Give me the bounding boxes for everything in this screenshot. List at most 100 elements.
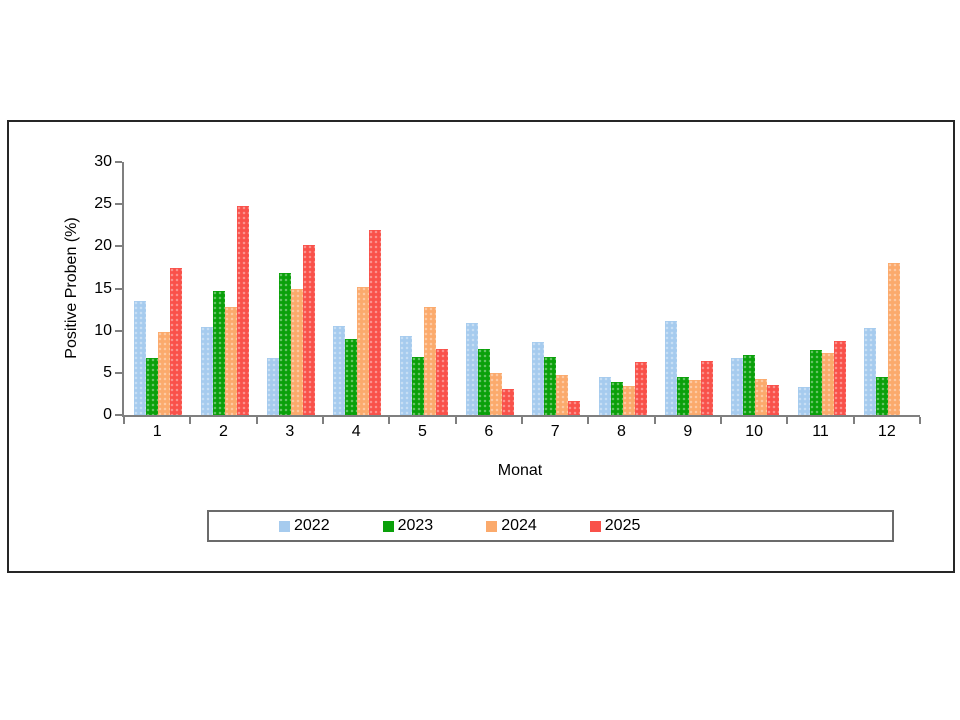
bar-2023-month-4 — [345, 339, 358, 415]
legend-swatch-2024 — [486, 520, 498, 532]
bar-2025-month-5 — [435, 349, 448, 415]
bar-2022-month-3 — [266, 357, 279, 415]
bar-2025-month-10 — [767, 384, 780, 415]
legend-label: 2023 — [397, 517, 434, 534]
y-axis-tick — [115, 414, 122, 416]
x-axis-tick — [454, 417, 457, 424]
x-axis-tick-label: 11 — [812, 423, 829, 440]
bar-2024-month-12 — [887, 263, 900, 415]
x-axis-tick-label: 9 — [683, 423, 693, 440]
bar-2024-month-10 — [755, 378, 768, 415]
legend-entry-2025: 2025 — [589, 517, 641, 535]
bar-2025-month-2 — [236, 205, 249, 415]
bar-2024-month-1 — [158, 332, 171, 415]
x-axis-tick — [587, 417, 590, 424]
x-axis-tick — [720, 417, 722, 424]
bar-2024-month-8 — [622, 386, 635, 415]
bar-2024-month-7 — [556, 374, 569, 415]
bar-2025-month-6 — [501, 388, 514, 415]
bar-2024-month-2 — [224, 307, 237, 415]
legend-swatch-2023 — [382, 520, 394, 532]
bar-2022-month-9 — [664, 321, 677, 415]
x-axis-title: Monat — [497, 462, 543, 479]
bar-2023-month-7 — [544, 356, 557, 415]
bar-2022-month-6 — [465, 323, 478, 415]
bar-2022-month-4 — [333, 325, 346, 415]
y-axis-tick-label: 20 — [94, 237, 112, 255]
bar-2022-month-11 — [797, 387, 810, 415]
legend-swatch-2025 — [589, 520, 601, 532]
legend-entry-2022: 2022 — [279, 517, 330, 535]
x-axis-tick — [653, 417, 656, 424]
x-axis-tick — [123, 417, 125, 424]
x-axis-tick-label: 4 — [351, 423, 361, 440]
bar-2022-month-1 — [134, 301, 147, 415]
x-axis-tick — [521, 417, 523, 424]
legend-label: 2022 — [294, 517, 330, 534]
x-axis-tick-label: 6 — [484, 423, 494, 440]
legend-label: 2025 — [604, 517, 641, 534]
bar-2023-month-1 — [146, 357, 159, 415]
bar-2023-month-8 — [610, 382, 623, 415]
x-axis-tick — [919, 417, 921, 424]
x-axis-tick — [388, 417, 391, 424]
bar-2024-month-11 — [821, 352, 834, 415]
x-axis-tick — [255, 417, 258, 424]
bar-2024-month-6 — [489, 372, 502, 415]
bar-2023-month-5 — [411, 356, 424, 415]
bar-2022-month-10 — [731, 357, 744, 415]
y-axis-tick — [115, 329, 122, 332]
bar-2025-month-3 — [302, 244, 315, 415]
bar-2022-month-2 — [200, 327, 213, 415]
x-axis-tick-label: 7 — [550, 423, 560, 440]
bar-2024-month-3 — [290, 288, 303, 415]
bar-2023-month-12 — [875, 377, 888, 415]
plot-area: 0 5 10 15 20 25 30 1 2 3 4 5 6 7 8 9 10 11 12 — [94, 153, 921, 440]
y-axis-tick-label: 5 — [103, 363, 112, 381]
bar-2023-month-6 — [477, 349, 490, 415]
x-axis-tick-label: 3 — [285, 423, 295, 440]
y-axis-tick — [115, 161, 122, 163]
y-axis-tick-label: 0 — [103, 406, 112, 423]
y-axis-tick — [115, 371, 122, 374]
bar-2022-month-7 — [532, 342, 545, 415]
legend-label: 2024 — [501, 517, 537, 534]
bar-2022-month-5 — [399, 335, 412, 415]
bar-2025-month-11 — [833, 340, 846, 415]
bar-2024-month-4 — [357, 286, 370, 415]
x-axis-tick-label: 12 — [877, 423, 896, 440]
chart-frame: Positive Proben (%) 0 5 10 15 20 25 30 1 2 3 4 5 6 7 8… — [7, 120, 955, 573]
bar-2025-month-9 — [700, 361, 713, 415]
bar-2023-month-2 — [212, 291, 225, 415]
y-axis-tick-label: 30 — [94, 153, 112, 170]
x-axis-tick-label: 1 — [152, 423, 162, 440]
x-axis-tick — [852, 417, 855, 424]
x-axis-tick — [189, 417, 192, 424]
x-axis-tick-label: 5 — [418, 423, 427, 440]
x-axis-tick-label: 10 — [745, 423, 764, 440]
legend-entry-2023: 2023 — [382, 517, 434, 535]
bar-2023-month-3 — [278, 273, 291, 415]
bar-2023-month-9 — [676, 377, 689, 415]
y-axis-tick — [115, 245, 122, 248]
y-axis-tick — [115, 203, 122, 206]
x-axis-tick — [786, 417, 789, 424]
legend-swatch-2022 — [279, 520, 290, 532]
bar-2025-month-1 — [170, 268, 183, 415]
bar-2023-month-11 — [809, 350, 822, 415]
bar-2025-month-7 — [568, 400, 581, 415]
bar-2024-month-9 — [688, 380, 701, 415]
legend: 2022 2023 2024 2025 — [207, 510, 894, 542]
y-axis-tick-label: 15 — [94, 279, 112, 297]
y-axis-tick — [115, 287, 122, 290]
y-axis-tick-label: 25 — [94, 195, 112, 213]
x-axis-tick-label: 8 — [617, 423, 626, 440]
x-axis-tick — [322, 417, 324, 424]
bar-2025-month-8 — [634, 361, 647, 415]
bar-2023-month-10 — [743, 355, 756, 415]
bar-2022-month-12 — [863, 328, 876, 415]
y-axis-tick-label: 10 — [94, 321, 112, 339]
bar-2022-month-8 — [598, 377, 611, 415]
legend-entry-2024: 2024 — [486, 517, 537, 535]
x-axis-tick-label: 2 — [219, 423, 228, 440]
